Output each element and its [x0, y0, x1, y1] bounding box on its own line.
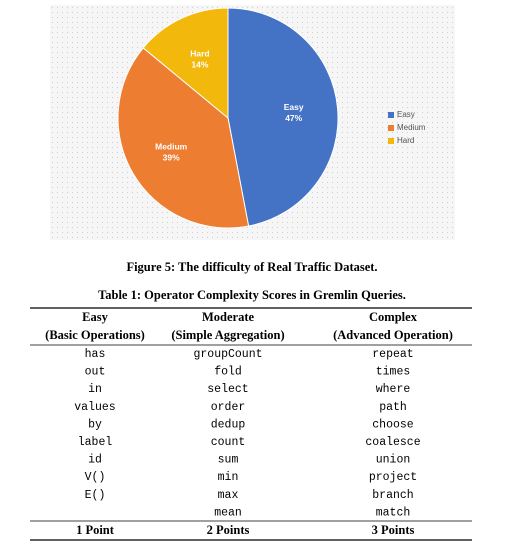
slice-label: Hard	[190, 48, 209, 58]
table-cell: values	[74, 401, 115, 414]
table-cell: path	[379, 401, 407, 414]
table-cell: times	[376, 366, 411, 379]
table-cell: fold	[214, 366, 242, 379]
table-cell: branch	[372, 489, 413, 502]
table-cell: max	[218, 489, 239, 502]
slice-label: Medium	[155, 142, 188, 152]
legend-marker	[388, 112, 394, 118]
table-header: Complex	[369, 310, 418, 324]
legend-marker	[388, 138, 394, 144]
slice-value: 39%	[163, 153, 180, 163]
pie-slice	[227, 7, 339, 227]
slice-label: Easy	[284, 102, 304, 112]
slice-value: 14%	[191, 59, 208, 69]
table-cell: order	[211, 401, 246, 414]
table-footer: 3 Points	[372, 523, 415, 537]
figure-caption: Figure 5: The difficulty of Real Traffic…	[126, 260, 377, 274]
table-header: (Advanced Operation)	[333, 328, 453, 342]
table-footer: 2 Points	[207, 523, 250, 537]
table-cell: repeat	[372, 348, 413, 361]
table-cell: match	[376, 506, 411, 519]
legend-label: Medium	[397, 123, 426, 132]
table-cell: groupCount	[193, 348, 262, 361]
pie-slice	[117, 47, 250, 229]
table-cell: dedup	[211, 418, 246, 431]
table-cell: label	[78, 436, 113, 449]
table-cell: out	[85, 366, 106, 379]
table-cell: coalesce	[365, 436, 420, 449]
table-cell: min	[218, 471, 239, 484]
legend-label: Easy	[397, 110, 415, 119]
slice-value: 47%	[285, 113, 302, 123]
table-cell: project	[369, 471, 417, 484]
table-footer: 1 Point	[76, 523, 115, 537]
table-cell: count	[211, 436, 246, 449]
table-cell: choose	[372, 418, 414, 431]
legend-label: Hard	[397, 136, 414, 145]
table-cell: has	[85, 348, 106, 361]
table-header: (Basic Operations)	[45, 328, 145, 342]
pie-slice	[142, 7, 229, 120]
table-cell: V()	[85, 471, 106, 484]
table-cell: mean	[214, 506, 242, 519]
table-cell: union	[376, 454, 411, 467]
legend-marker	[388, 125, 394, 131]
table-header: Easy	[82, 310, 108, 324]
table-header: (Simple Aggregation)	[171, 328, 284, 342]
table-cell: sum	[218, 454, 239, 467]
table-cell: select	[207, 383, 248, 396]
table-cell: id	[88, 454, 102, 467]
table-caption: Table 1: Operator Complexity Scores in G…	[98, 288, 406, 302]
table-cell: where	[376, 383, 411, 396]
table-cell: in	[88, 383, 102, 396]
table-cell: by	[88, 418, 102, 431]
table-cell: E()	[85, 489, 106, 502]
table-header: Moderate	[202, 310, 255, 324]
